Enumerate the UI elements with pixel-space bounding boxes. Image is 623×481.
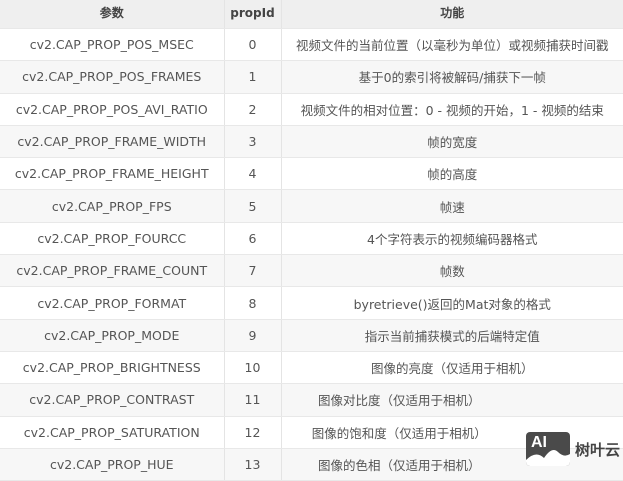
- function-cell: 视频文件的相对位置：0 - 视频的开始，1 - 视频的结束: [281, 93, 623, 126]
- table-row: cv2.CAP_PROP_CONTRAST 11 图像对比度（仅适用于相机）: [0, 383, 623, 417]
- brand-name: 树叶云: [575, 440, 621, 459]
- propid-cell: 11: [224, 383, 282, 417]
- function-cell: byretrieve()返回的Mat对象的格式: [281, 286, 623, 320]
- table-row: cv2.CAP_PROP_FRAME_WIDTH 3 帧的宽度: [0, 125, 623, 159]
- propid-cell: 8: [224, 286, 282, 320]
- table-row: cv2.CAP_PROP_FORMAT 8 byretrieve()返回的Mat对象…: [0, 286, 623, 320]
- param-cell: cv2.CAP_PROP_POS_MSEC: [0, 28, 225, 62]
- header-function: 功能: [281, 0, 623, 29]
- propid-cell: 10: [224, 351, 282, 385]
- function-cell: 帧的宽度: [281, 125, 623, 159]
- function-cell: 帧数: [281, 254, 623, 288]
- function-cell: 帧的高度: [281, 157, 623, 191]
- param-cell: cv2.CAP_PROP_FRAME_WIDTH: [0, 125, 225, 159]
- header-param: 参数: [0, 0, 225, 29]
- param-cell: cv2.CAP_PROP_MODE: [0, 319, 225, 352]
- propid-cell: 13: [224, 448, 282, 481]
- propid-cell: 9: [224, 319, 282, 352]
- param-cell: cv2.CAP_PROP_FRAME_HEIGHT: [0, 157, 225, 191]
- watermark-logo: AI 树叶云: [526, 432, 620, 466]
- function-cell: 指示当前捕获模式的后端特定值: [281, 319, 623, 352]
- param-cell: cv2.CAP_PROP_HUE: [0, 448, 225, 481]
- table-row: cv2.CAP_PROP_POS_FRAMES 1 基于0的索引将被解码/捕获下一帧: [0, 60, 623, 94]
- ai-logo-icon: AI: [526, 432, 570, 466]
- table-header-row: 参数 propId 功能: [0, 0, 623, 29]
- propid-cell: 2: [224, 93, 282, 126]
- propid-cell: 0: [224, 28, 282, 62]
- table-row: cv2.CAP_PROP_MODE 9 指示当前捕获模式的后端特定值: [0, 319, 623, 352]
- table-row: cv2.CAP_PROP_POS_MSEC 0 视频文件的当前位置（以毫秒为单位）或…: [0, 28, 623, 62]
- param-cell: cv2.CAP_PROP_FORMAT: [0, 286, 225, 320]
- param-cell: cv2.CAP_PROP_POS_FRAMES: [0, 60, 225, 94]
- param-cell: cv2.CAP_PROP_FPS: [0, 189, 225, 223]
- propid-cell: 3: [224, 125, 282, 159]
- propid-cell: 12: [224, 416, 282, 449]
- table-row: cv2.CAP_PROP_FRAME_COUNT 7 帧数: [0, 254, 623, 288]
- propid-cell: 5: [224, 189, 282, 223]
- propid-cell: 4: [224, 157, 282, 191]
- function-cell: 图像对比度（仅适用于相机）: [281, 383, 623, 417]
- table-row: cv2.CAP_PROP_FRAME_HEIGHT 4 帧的高度: [0, 157, 623, 191]
- table-row: cv2.CAP_PROP_POS_AVI_RATIO 2 视频文件的相对位置：0 -…: [0, 93, 623, 126]
- param-cell: cv2.CAP_PROP_CONTRAST: [0, 383, 225, 417]
- header-propid: propId: [224, 0, 282, 29]
- function-cell: 4个字符表示的视频编码器格式: [281, 222, 623, 256]
- propid-cell: 7: [224, 254, 282, 288]
- param-cell: cv2.CAP_PROP_POS_AVI_RATIO: [0, 93, 225, 126]
- function-cell: 视频文件的当前位置（以毫秒为单位）或视频捕获时间戳: [281, 28, 623, 62]
- propid-cell: 6: [224, 222, 282, 256]
- param-cell: cv2.CAP_PROP_FRAME_COUNT: [0, 254, 225, 288]
- table-row: cv2.CAP_PROP_FPS 5 帧速: [0, 189, 623, 223]
- table-row: cv2.CAP_PROP_BRIGHTNESS 10 图像的亮度（仅适用于相机）: [0, 351, 623, 385]
- param-cell: cv2.CAP_PROP_FOURCC: [0, 222, 225, 256]
- function-cell: 帧速: [281, 189, 623, 223]
- propid-cell: 1: [224, 60, 282, 94]
- function-cell: 图像的亮度（仅适用于相机）: [281, 351, 623, 385]
- param-cell: cv2.CAP_PROP_BRIGHTNESS: [0, 351, 225, 385]
- table-row: cv2.CAP_PROP_FOURCC 6 4个字符表示的视频编码器格式: [0, 222, 623, 256]
- param-cell: cv2.CAP_PROP_SATURATION: [0, 416, 225, 449]
- function-cell: 基于0的索引将被解码/捕获下一帧: [281, 60, 623, 94]
